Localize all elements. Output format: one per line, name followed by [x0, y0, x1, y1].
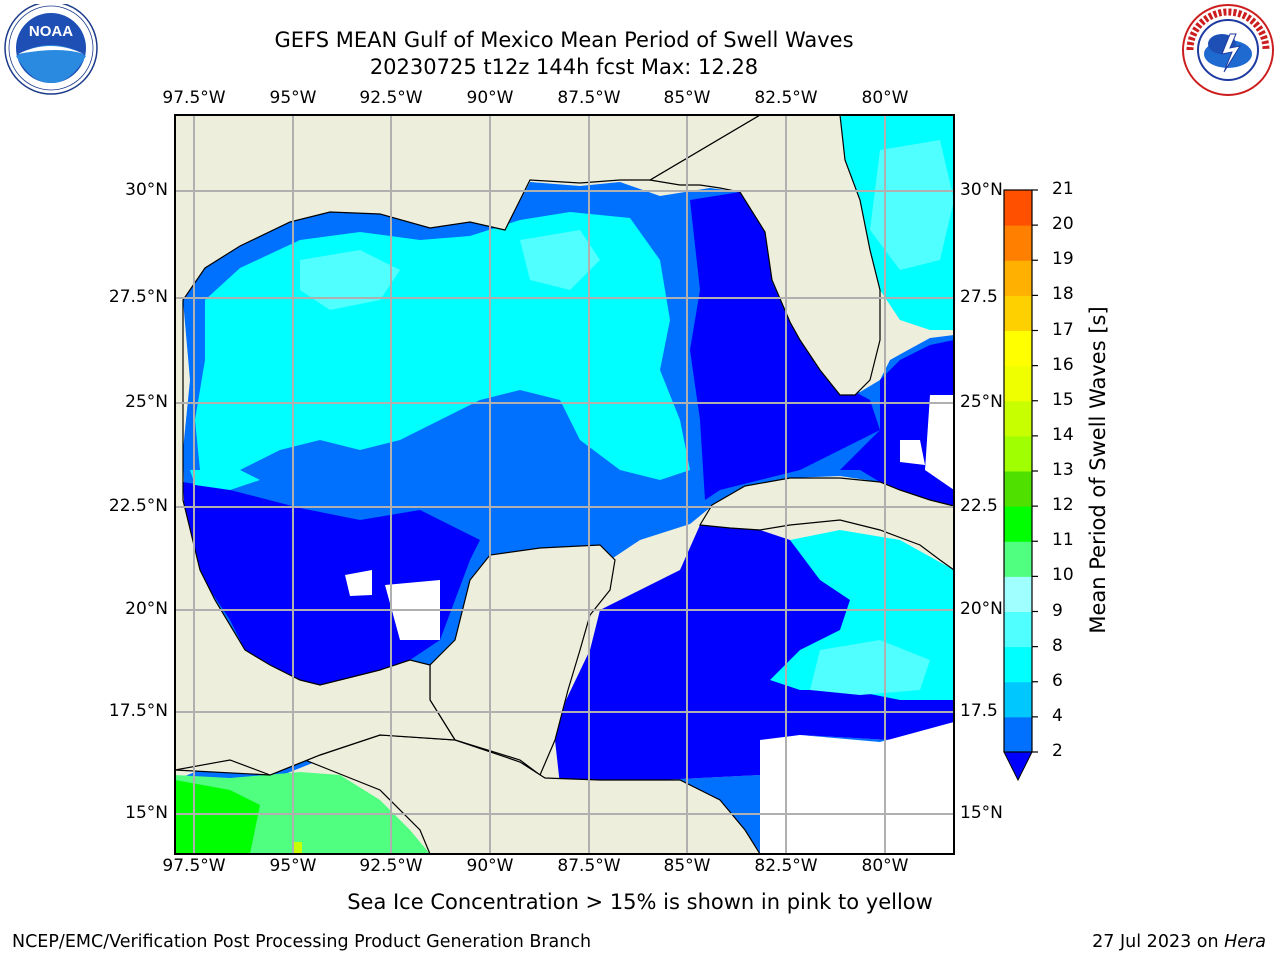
colorbar-band-1 — [1004, 716, 1032, 753]
colorbar-label-16: 16 — [1052, 354, 1074, 375]
right-lat-label-3: 25°N — [960, 392, 1003, 412]
colorbar-band-15 — [1004, 225, 1032, 261]
bottom-lon-label-2: 95°W — [269, 856, 317, 876]
contour-6-8-patch-2 — [520, 230, 600, 290]
top-lon-label-3: 92.5°W — [359, 88, 423, 108]
bottom-lon-label-5: 87.5°W — [557, 856, 621, 876]
left-lat-label-3: 25°N — [125, 392, 168, 412]
bottom-lon-label-7: 82.5°W — [754, 856, 818, 876]
colorbar-label-14: 14 — [1052, 424, 1074, 445]
land-florida — [648, 115, 881, 396]
map-frame — [174, 114, 955, 855]
colorbar-label-15: 15 — [1052, 389, 1074, 410]
bottom-lon-label-6: 85°W — [663, 856, 711, 876]
top-lon-label-4: 90°W — [466, 88, 514, 108]
left-lat-label-5: 20°N — [125, 599, 168, 619]
colorbar-label-21: 21 — [1052, 179, 1074, 199]
pacific-swell-yellow-dot — [292, 842, 302, 854]
svg-text:NOAA: NOAA — [29, 23, 73, 40]
sea-ice-note: Sea Ice Concentration > 15% is shown in … — [0, 890, 1280, 914]
top-lon-label-5: 87.5°W — [557, 88, 621, 108]
left-lat-label-7: 15°N — [125, 803, 168, 823]
colorbar-label-18: 18 — [1052, 284, 1074, 305]
colorbar-band-12 — [1004, 330, 1032, 367]
bottom-lon-label-1: 97.5°W — [162, 856, 226, 876]
graticule — [175, 115, 954, 854]
land-us-mexico-north — [175, 115, 762, 776]
right-lat-label-6: 17.5 — [960, 701, 998, 721]
map-area — [175, 115, 954, 854]
colorbar-band-9 — [1004, 435, 1032, 472]
colorbar-under-arrow — [1003, 751, 1033, 782]
bottom-lon-label-8: 80°W — [861, 856, 909, 876]
left-lat-label-1: 30°N — [125, 180, 168, 200]
blank-region-2 — [345, 570, 372, 596]
blank-region-4 — [925, 395, 954, 490]
colorbar-label-19: 19 — [1052, 249, 1074, 270]
contour-6-8-patch-1 — [300, 250, 400, 310]
colorbar-label-6: 6 — [1052, 670, 1063, 691]
colorbar-band-13 — [1004, 295, 1032, 331]
colorbar-label-13: 13 — [1052, 460, 1074, 480]
colorbar-label-10: 10 — [1052, 565, 1074, 586]
map-subtitle: 20230725 t12z 144h fcst Max: 12.28 — [369, 55, 759, 79]
blank-region-5 — [900, 440, 925, 465]
contour-6-8-patch-3 — [870, 140, 954, 270]
colorbar-band-10 — [1004, 400, 1032, 437]
colorbar-band-8 — [1004, 471, 1032, 507]
top-lon-label-6: 85°W — [663, 88, 711, 108]
sea-ice-note-text: Sea Ice Concentration > 15% is shown in … — [347, 890, 933, 914]
noaa-logo: NOAA — [4, 4, 98, 95]
colorbar-label-9: 9 — [1052, 600, 1063, 621]
top-lon-label-2: 95°W — [269, 88, 317, 108]
bottom-lon-label-3: 92.5°W — [359, 856, 423, 876]
colorbar-band-4 — [1004, 611, 1032, 648]
footer-date-text: 27 Jul 2023 on — [1092, 932, 1225, 952]
contour-6-8-patch-4 — [810, 640, 930, 695]
colorbar-label-20: 20 — [1052, 214, 1074, 235]
top-lon-label-8: 80°W — [861, 88, 909, 108]
colorbar-label-12: 12 — [1052, 495, 1074, 516]
colorbar-band-5 — [1004, 576, 1032, 612]
contour-4-6-bay-campeche-edge — [190, 470, 260, 490]
nws-logo — [1182, 4, 1274, 96]
colorbar-title: Mean Period of Swell Waves [s] — [1086, 306, 1110, 634]
right-lat-label-5: 20°N — [960, 599, 1003, 619]
left-lat-label-4: 22.5°N — [108, 496, 168, 516]
footer-date: 27 Jul 2023 on Hera — [1092, 932, 1266, 952]
blank-region-3 — [760, 722, 954, 854]
footer-credit: NCEP/EMC/Verification Post Processing Pr… — [12, 932, 592, 952]
right-lat-label-1: 30°N — [960, 180, 1003, 200]
left-lat-label-2: 27.5°N — [108, 287, 168, 307]
colorbar-band-7 — [1004, 506, 1032, 542]
pacific-swell-bright-green — [175, 780, 260, 854]
top-lon-label-7: 82.5°W — [754, 88, 818, 108]
right-lat-label-7: 15°N — [960, 803, 1003, 823]
colorbar-band-3 — [1004, 646, 1032, 683]
colorbar-band-6 — [1004, 541, 1032, 577]
colorbar-label-17: 17 — [1052, 319, 1074, 340]
colorbar — [1003, 189, 1038, 782]
colorbar-band-14 — [1004, 260, 1032, 296]
colorbar-band-11 — [1004, 365, 1032, 402]
colorbar-label-4: 4 — [1052, 705, 1063, 726]
bottom-lon-label-4: 90°W — [466, 856, 514, 876]
colorbar-label-2: 2 — [1052, 741, 1063, 761]
right-lat-label-2: 27.5 — [960, 287, 998, 307]
top-lon-label-1: 97.5°W — [162, 88, 226, 108]
map-title: GEFS MEAN Gulf of Mexico Mean Period of … — [274, 28, 854, 52]
footer-host: Hera — [1224, 932, 1266, 952]
colorbar-band-16 — [1004, 190, 1032, 226]
contour-under-2-caribbean — [555, 525, 954, 785]
right-lat-label-4: 22.5 — [960, 496, 998, 516]
colorbar-band-2 — [1004, 681, 1032, 718]
colorbar-label-11: 11 — [1052, 530, 1074, 551]
left-lat-label-6: 17.5°N — [108, 701, 168, 721]
colorbar-label-8: 8 — [1052, 635, 1063, 656]
